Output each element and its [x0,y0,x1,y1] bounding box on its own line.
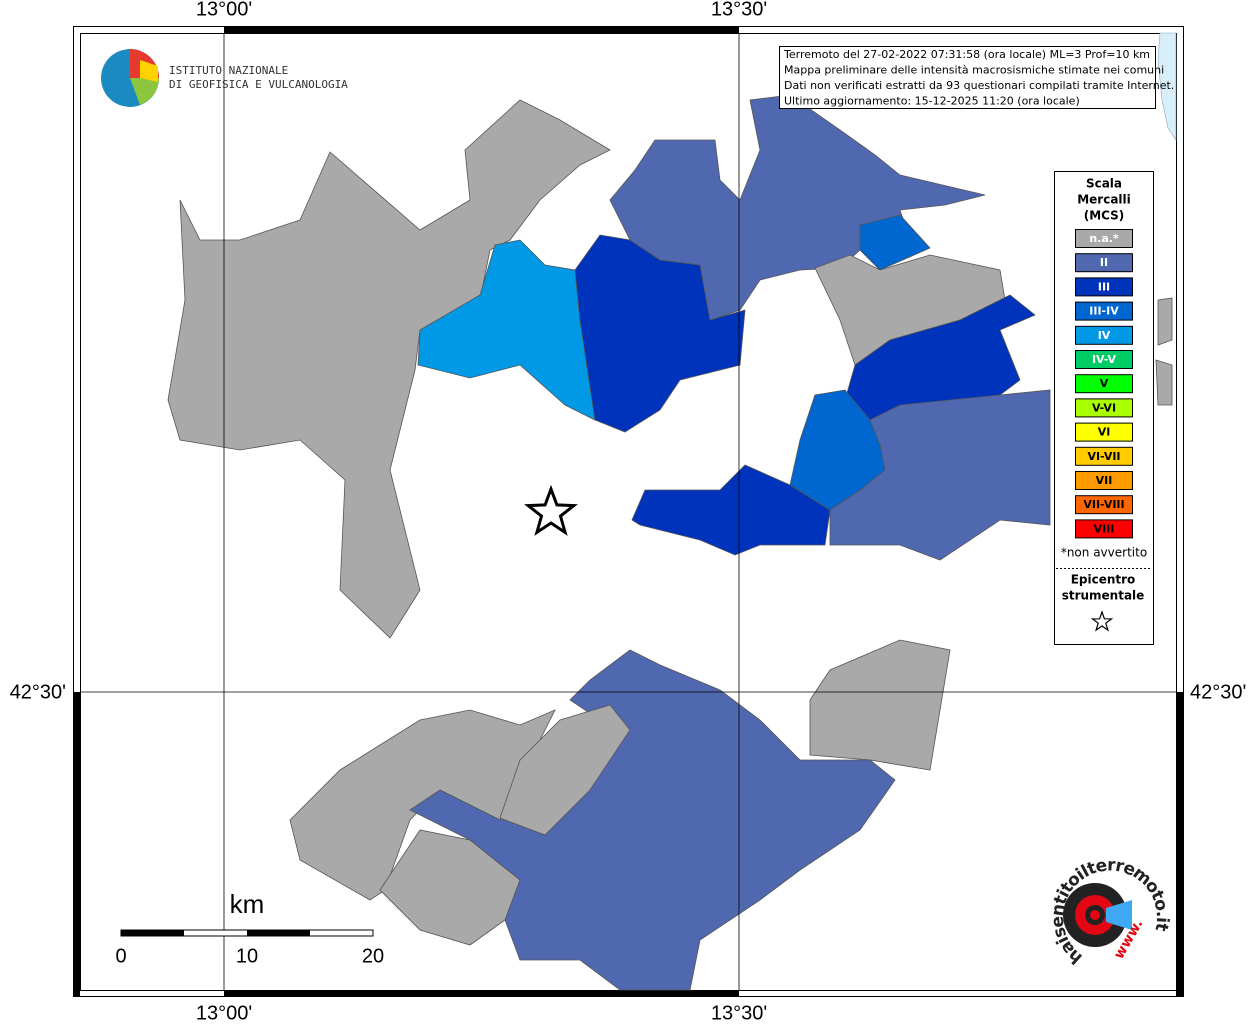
info-line: Terremoto del 27-02-2022 07:31:58 (ora l… [783,48,1150,61]
legend: ScalaMercalli(MCS)n.a.*IIIIIIII-IVIVIV-V… [1075,177,1133,539]
legend-star [1090,610,1114,632]
legend-label: IV [1098,329,1111,342]
logo-ring [1090,910,1100,920]
municipality [859,214,931,271]
municipalities [167,94,1173,991]
municipality [631,464,831,556]
municipality [609,94,986,321]
legend-epicenter: Epicentro [1071,573,1136,587]
legend-label: VII-VIII [1083,498,1124,511]
legend-swatch [1075,495,1133,515]
legend-title: (MCS) [1084,209,1125,223]
latitude-label: 42°30' [1190,681,1246,703]
legend-swatch [1075,374,1133,394]
ingv-logo: ISTITUTO NAZIONALE DI GEOFISICA E VULCAN… [101,49,348,107]
scale-segment [121,930,184,936]
scale-segment [247,930,310,936]
legend-label: V-VI [1092,401,1116,414]
legend-label: III [1098,280,1110,293]
municipality [789,389,886,511]
scale-label: 10 [236,945,258,967]
scale-label: 20 [362,945,384,967]
legend-label: II [1100,256,1108,269]
longitude-label: 13°00' [196,0,252,20]
legend-swatch [1075,229,1133,248]
longitude-label: 13°30' [711,0,767,20]
frame-bar [73,692,80,996]
epicenter [524,484,578,536]
info-line: Mappa preliminare delle intensità macros… [784,64,1164,77]
legend-label: n.a.* [1089,232,1119,245]
longitude-label: 13°00' [196,1002,252,1024]
legend-swatch [1075,422,1133,442]
legend-swatch [1075,253,1133,273]
logo-megaphone [1106,900,1132,930]
latitude-label: 42°30' [10,681,66,703]
legend-epicenter: strumentale [1062,589,1145,603]
legend-swatch [1075,398,1133,418]
frame-bar [1176,692,1183,996]
scale-label: 0 [115,945,126,967]
municipality [167,99,611,639]
legend-label: V [1100,377,1109,390]
legend-label: IV-V [1092,353,1117,366]
legend-label: VI [1098,426,1111,439]
legend-swatch [1075,277,1133,297]
scale-bar: km 0 10 20 [115,889,384,967]
legend-swatch [1075,301,1133,321]
logo-text: ISTITUTO NAZIONALE [169,64,288,77]
legend-label: VI-VII [1087,450,1120,463]
logo-text: DI GEOFISICA E VULCANOLOGIA [169,78,348,91]
legend-label: VII [1096,474,1113,487]
info-lines: Terremoto del 27-02-2022 07:31:58 (ora l… [783,48,1174,108]
lake [1157,32,1177,141]
municipality [1155,359,1173,406]
legend-swatch [1075,519,1133,539]
info-box [779,46,1156,109]
legend-swatch [1075,350,1133,369]
legend-swatch [1075,325,1133,345]
legend-title: Mercalli [1077,193,1131,207]
frame-bar [224,26,739,33]
municipality [1157,297,1173,346]
legend-title: Scala [1086,177,1122,191]
scale-unit: km [230,889,265,919]
municipality [809,639,951,771]
legend-label: III-IV [1089,305,1119,318]
logo-segment [130,78,159,105]
municipality [499,704,631,836]
logo-segment [140,60,158,82]
legend-label: VIII [1094,522,1115,535]
info-line: Dati non verificati estratti da 93 quest… [784,79,1174,92]
legend-swatch [1075,471,1133,490]
legend-note: *non avvertito [1061,546,1147,560]
frame-bar [224,990,739,997]
longitude-label: 13°30' [711,1002,767,1024]
legend-swatch [1075,446,1133,466]
info-line: Ultimo aggiornamento: 15-12-2025 11:20 (… [784,95,1080,108]
